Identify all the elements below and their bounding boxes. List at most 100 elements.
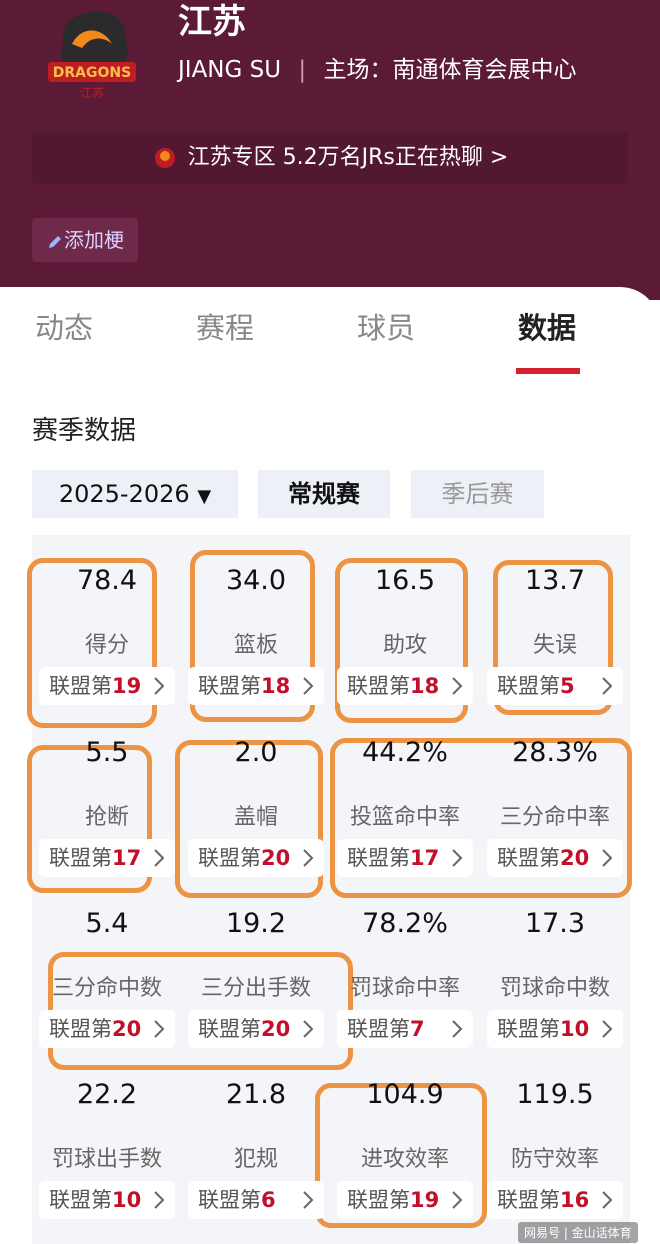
- rank-prefix: 联盟第: [347, 1017, 410, 1041]
- rank-prefix: 联盟第: [49, 1188, 112, 1212]
- stat-value: 19.2: [225, 908, 287, 939]
- highlight-box: [190, 550, 315, 722]
- chevron: [154, 849, 165, 867]
- rank-prefix: 联盟第: [347, 846, 410, 870]
- add-meme-button[interactable]: 添加梗: [32, 218, 138, 262]
- highlight-box: [493, 560, 613, 715]
- team-en: JIANG SU: [178, 57, 282, 83]
- rank-number: 5: [560, 674, 575, 698]
- stat-label: 得分: [84, 633, 129, 658]
- rank-pill[interactable]: 联盟第19: [337, 1181, 473, 1219]
- stat-label: 进攻效率: [360, 1147, 449, 1172]
- stat-value: 16.5: [374, 565, 436, 596]
- team-name: 江苏: [178, 2, 246, 42]
- team-logo: DRAGONS 江苏: [48, 11, 136, 100]
- rank-prefix: 联盟第: [497, 1188, 560, 1212]
- highlight-box: [27, 558, 157, 728]
- rank-number: 18: [261, 674, 291, 698]
- stat-value: 22.2: [76, 1079, 138, 1110]
- chevron: [303, 849, 314, 867]
- chevron: [154, 1191, 165, 1209]
- rank-pill[interactable]: 联盟第7: [337, 1010, 473, 1048]
- stat-value: 34.0: [225, 565, 287, 596]
- season-select[interactable]: 2025-2026 ▼: [32, 470, 238, 518]
- stat-label: 罚球命中率: [349, 976, 460, 1001]
- stat-value: 17.3: [524, 908, 586, 939]
- rank-pill[interactable]: 联盟第20: [188, 1010, 324, 1048]
- rank-pill[interactable]: 联盟第20: [39, 1010, 175, 1048]
- chevron: [452, 1020, 463, 1038]
- separator: |: [298, 57, 307, 83]
- stat-label: 失误: [532, 633, 577, 658]
- rank-prefix: 联盟第: [198, 674, 261, 698]
- rank-number: 17: [112, 846, 142, 870]
- team-info: JIANG SU | 主场：南通体育会展中心: [178, 50, 576, 84]
- stat-label: 三分命中率: [499, 805, 610, 830]
- highlight-box: [27, 745, 152, 893]
- rank-pill[interactable]: 联盟第6: [188, 1181, 324, 1219]
- rank-number: 10: [560, 1017, 590, 1041]
- rank-number: 20: [261, 846, 291, 870]
- rank-prefix: 联盟第: [347, 674, 410, 698]
- season-label: 2025-2026: [58, 480, 190, 508]
- section-title: 赛季数据: [32, 416, 137, 446]
- rank-pill[interactable]: 联盟第10: [487, 1010, 623, 1048]
- rank-prefix: 联盟第: [49, 846, 112, 870]
- tab[interactable]: 动态: [34, 311, 93, 345]
- rank-pill[interactable]: 联盟第17: [39, 839, 175, 877]
- svg-text:DRAGONS: DRAGONS: [53, 65, 131, 81]
- banner-icon: [154, 148, 175, 168]
- stat-label: 三分出手数: [200, 976, 311, 1001]
- stat-label: 罚球出手数: [51, 1147, 162, 1172]
- stat-value: 13.7: [524, 565, 586, 596]
- rank-prefix: 联盟第: [497, 1017, 560, 1041]
- regular-season-filter[interactable]: 常规赛: [258, 470, 390, 518]
- rank-number: 18: [410, 674, 440, 698]
- rank-pill[interactable]: 联盟第20: [487, 839, 623, 877]
- rank-pill[interactable]: 联盟第19: [39, 667, 175, 705]
- highlight-box: [175, 740, 323, 898]
- stat-value: 119.5: [516, 1079, 594, 1110]
- chevron: [602, 677, 613, 695]
- chevron: [602, 1191, 613, 1209]
- rank-pill[interactable]: 联盟第17: [337, 839, 473, 877]
- tab[interactable]: 球员: [356, 311, 415, 345]
- highlight-box: [335, 558, 468, 723]
- fan-banner[interactable]: 江苏专区 5.2万名JRs正在热聊 >: [32, 132, 628, 184]
- chevron: [303, 677, 314, 695]
- stat-label: 抢断: [84, 805, 129, 830]
- rank-pill[interactable]: 联盟第5: [487, 667, 623, 705]
- rank-number: 19: [410, 1188, 440, 1212]
- rank-pill[interactable]: 联盟第20: [188, 839, 324, 877]
- rank-prefix: 联盟第: [497, 846, 560, 870]
- rank-pill[interactable]: 联盟第18: [337, 667, 473, 705]
- stat-value: 2.0: [234, 737, 278, 768]
- chevron: [602, 849, 613, 867]
- rank-prefix: 联盟第: [198, 846, 261, 870]
- stat-label: 助攻: [382, 633, 427, 658]
- tab[interactable]: 赛程: [195, 311, 254, 345]
- rank-number: 16: [560, 1188, 590, 1212]
- playoff-filter[interactable]: 季后赛: [411, 470, 544, 518]
- stat-value: 28.3%: [512, 737, 598, 768]
- stat-label: 犯规: [233, 1147, 278, 1172]
- rank-pill[interactable]: 联盟第10: [39, 1181, 175, 1219]
- tab-indicator: [516, 368, 580, 374]
- highlight-box: [330, 738, 632, 898]
- stat-label: 防守效率: [510, 1147, 599, 1172]
- home-arena: 主场：南通体育会展中心: [323, 57, 577, 83]
- rank-number: 7: [410, 1017, 425, 1041]
- button-label: 添加梗: [64, 228, 124, 252]
- rank-prefix: 联盟第: [497, 674, 560, 698]
- rank-number: 10: [112, 1188, 142, 1212]
- chevron: [303, 1191, 314, 1209]
- watermark: 网易号 | 金山话体育: [518, 1222, 638, 1243]
- stat-label: 投篮命中率: [349, 805, 460, 830]
- stat-label: 罚球命中数: [499, 976, 610, 1001]
- rank-pill[interactable]: 联盟第18: [188, 667, 324, 705]
- tab[interactable]: 数据: [517, 311, 576, 345]
- rank-pill[interactable]: 联盟第16: [487, 1181, 623, 1219]
- rank-number: 20: [560, 846, 590, 870]
- stat-value: 78.4: [76, 565, 138, 596]
